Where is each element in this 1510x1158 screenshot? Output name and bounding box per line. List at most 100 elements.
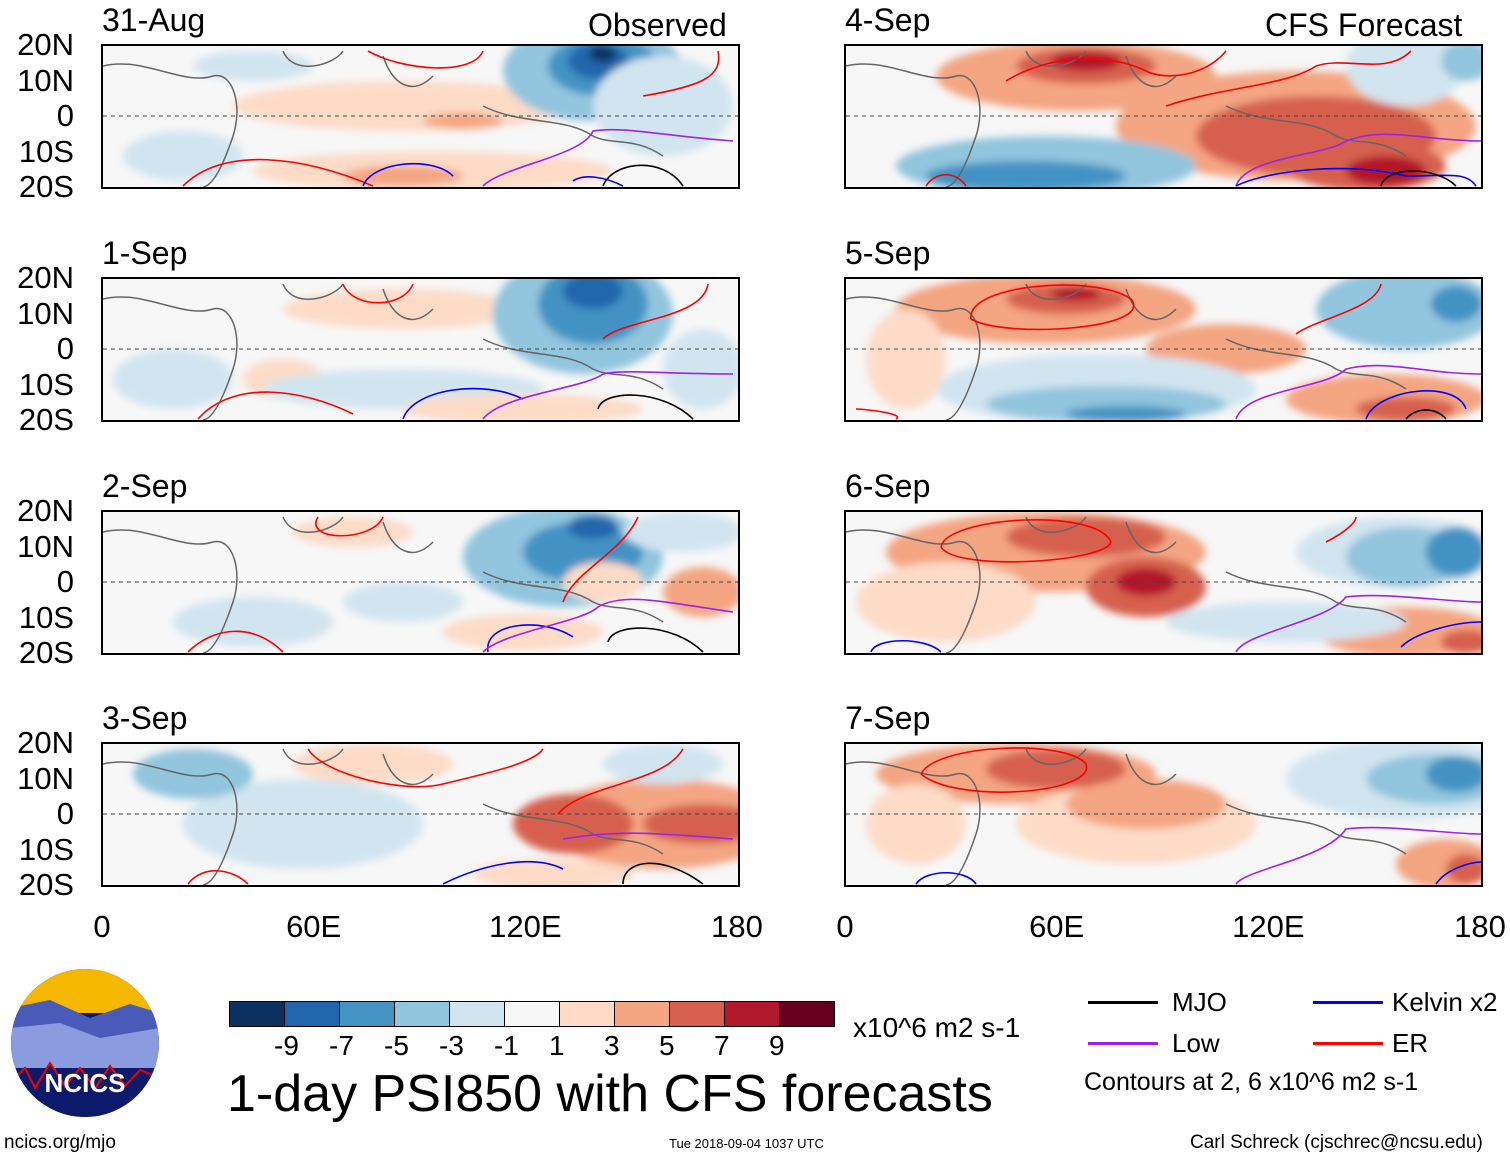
anomaly-region	[623, 512, 738, 552]
anomaly-region	[663, 567, 738, 617]
forecast-header: CFS Forecast	[1265, 7, 1463, 43]
wave-contour	[1435, 861, 1481, 885]
legend-mjo: MJO	[1172, 987, 1227, 1017]
lat-tick-label: 10S	[18, 831, 74, 867]
colorbar-tick-label: 1	[549, 1030, 565, 1061]
anomaly-region	[1446, 854, 1481, 884]
panel-date-label: 31-Aug	[102, 2, 206, 38]
anomaly-region	[293, 517, 413, 547]
wave-contour	[597, 394, 694, 420]
legend-low: Low	[1172, 1028, 1220, 1058]
wave-contour	[1165, 50, 1412, 107]
wave-contour	[1400, 621, 1481, 648]
anomaly-region	[403, 394, 643, 420]
anomaly-region	[1441, 46, 1481, 81]
colorbar-tick-label: 3	[604, 1030, 620, 1061]
wave-contour	[1325, 516, 1357, 543]
anomaly-region	[663, 329, 738, 409]
wave-contour	[1005, 50, 1227, 82]
colorbar-swatch	[285, 1002, 340, 1026]
wave-contour	[315, 516, 384, 537]
anomaly-region	[1426, 756, 1481, 792]
colorbar-tick-label: 7	[714, 1030, 730, 1061]
lon-tick-label: 0	[836, 909, 854, 944]
lon-tick-label: 60E	[286, 909, 342, 944]
coastline	[846, 50, 1407, 187]
wave-contour	[187, 630, 284, 653]
colorbar-swatch	[395, 1002, 450, 1026]
legend-mjo-line	[1088, 1001, 1158, 1004]
wave-contour	[1365, 390, 1467, 420]
lon-tick-label: 0	[93, 909, 111, 944]
anomaly-region	[283, 289, 523, 329]
anomaly-region	[343, 582, 463, 622]
anomaly-region	[343, 166, 463, 186]
wave-contour	[187, 870, 249, 885]
lat-tick-label: 0	[56, 98, 74, 133]
wave-contour	[562, 832, 734, 840]
panel-date-label: 7-Sep	[845, 700, 931, 736]
colorbar-tick-label: -7	[329, 1030, 354, 1061]
wave-contour	[1405, 409, 1447, 420]
wave-contour	[342, 283, 414, 304]
anomaly-region	[1051, 51, 1121, 71]
wave-contour	[602, 164, 684, 187]
anomaly-region	[123, 131, 243, 181]
lat-tick-label: 0	[56, 331, 74, 366]
coastline	[103, 283, 664, 420]
lat-tick-label: 10N	[17, 62, 74, 98]
anomaly-region	[1441, 630, 1481, 653]
wave-contour	[482, 598, 734, 653]
legend-low-line	[1088, 1042, 1158, 1045]
lat-tick-label: 0	[56, 796, 74, 831]
panel-date-label: 6-Sep	[845, 468, 931, 504]
colorbar-swatch	[780, 1002, 834, 1026]
lat-tick-label: 0	[56, 564, 74, 599]
wave-contour	[1235, 167, 1477, 187]
panel-date-label: 5-Sep	[845, 235, 931, 271]
lat-tick-label: 10S	[18, 599, 74, 635]
wave-contour	[442, 860, 564, 885]
lat-tick-label: 20S	[18, 402, 74, 437]
legend-kelvin-line	[1313, 1001, 1383, 1004]
wave-contour	[572, 176, 624, 187]
coastline	[103, 50, 664, 187]
panel-date-label: 4-Sep	[845, 2, 931, 38]
anomaly-region	[866, 309, 946, 409]
lon-tick-label: 180	[1454, 909, 1506, 944]
wave-contour	[1235, 364, 1481, 420]
anomaly-region	[113, 349, 233, 409]
anomaly-region	[866, 784, 966, 864]
anomaly-region	[589, 46, 617, 62]
wave-contour	[622, 862, 704, 885]
coastline	[846, 748, 1407, 885]
wave-contour	[197, 391, 354, 420]
wave-contour	[182, 158, 374, 187]
map-panel-4-Sep	[844, 44, 1483, 189]
map-panel-6-Sep	[844, 510, 1483, 655]
wave-contour	[1380, 170, 1457, 187]
coastline	[846, 283, 1407, 420]
anomaly-region	[423, 113, 503, 129]
anomaly-region	[1066, 406, 1186, 420]
map-panel-31-Aug	[101, 44, 740, 189]
anomaly-region	[1346, 156, 1426, 186]
lat-tick-label: 10N	[17, 295, 74, 331]
svg-text:NCICS: NCICS	[45, 1068, 126, 1098]
colorbar-tick-label: -5	[384, 1030, 409, 1061]
wave-contour	[487, 624, 574, 653]
colorbar-units: x10^6 m2 s-1	[853, 1012, 1021, 1043]
map-panel-1-Sep	[101, 277, 740, 422]
anomaly-region	[133, 749, 253, 799]
colorbar-swatch	[340, 1002, 395, 1026]
anomaly-region	[926, 161, 1126, 187]
map-panel-7-Sep	[844, 742, 1483, 887]
wave-contour	[607, 627, 704, 653]
wave-contour	[1235, 594, 1481, 653]
anomaly-region	[568, 515, 618, 539]
anomaly-region	[293, 744, 453, 784]
footer-author: Carl Schreck (cjschrec@ncsu.edu)	[1190, 1132, 1483, 1153]
contour-note: Contours at 2, 6 x10^6 m2 s-1	[1084, 1068, 1419, 1096]
map-panel-3-Sep	[101, 742, 740, 887]
panel-date-label: 1-Sep	[102, 235, 188, 271]
